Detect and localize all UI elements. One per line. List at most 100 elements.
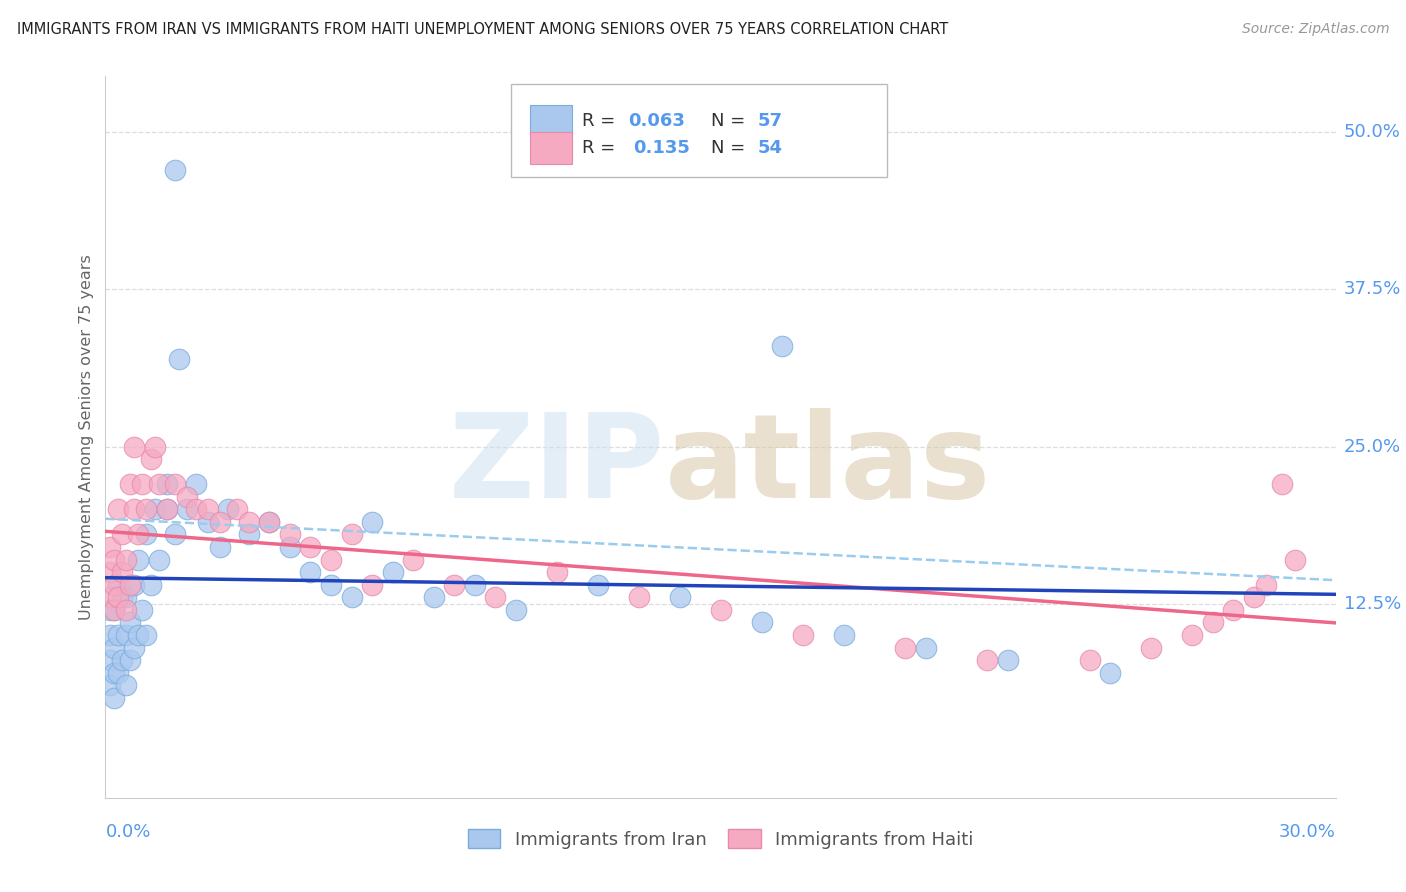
Point	[139, 452, 162, 467]
Point	[127, 552, 149, 566]
Point	[103, 665, 125, 680]
Point	[98, 653, 121, 667]
Point	[143, 440, 166, 454]
Text: 30.0%: 30.0%	[1279, 823, 1336, 841]
Point	[135, 502, 157, 516]
Point	[1202, 615, 1225, 630]
Point	[156, 502, 179, 516]
Point	[131, 477, 153, 491]
Point	[148, 552, 170, 566]
Text: N =: N =	[711, 112, 751, 129]
Point	[361, 515, 384, 529]
Point	[139, 578, 162, 592]
Point	[98, 603, 121, 617]
Point	[627, 591, 650, 605]
Point	[710, 603, 733, 617]
Point	[103, 690, 125, 705]
Text: ZIP: ZIP	[449, 409, 665, 524]
Point	[1222, 603, 1244, 617]
Point	[135, 527, 157, 541]
Point	[111, 527, 134, 541]
Point	[111, 565, 134, 579]
Text: N =: N =	[711, 139, 751, 157]
Point	[340, 591, 363, 605]
Point	[197, 502, 219, 516]
Point	[209, 540, 232, 554]
Point	[107, 578, 129, 592]
Point	[184, 502, 207, 516]
Point	[120, 653, 141, 667]
Point	[751, 615, 773, 630]
Point	[115, 591, 138, 605]
Text: R =: R =	[582, 139, 626, 157]
Y-axis label: Unemployment Among Seniors over 75 years: Unemployment Among Seniors over 75 years	[79, 254, 94, 620]
Point	[914, 640, 936, 655]
Point	[976, 653, 998, 667]
Point	[115, 603, 138, 617]
Point	[103, 640, 125, 655]
Point	[156, 477, 179, 491]
Point	[176, 502, 198, 516]
Point	[1284, 552, 1306, 566]
Text: 12.5%: 12.5%	[1344, 595, 1402, 613]
Point	[176, 490, 198, 504]
Point	[238, 527, 260, 541]
Point	[107, 628, 129, 642]
Point	[443, 578, 465, 592]
Text: 50.0%: 50.0%	[1344, 123, 1400, 141]
FancyBboxPatch shape	[530, 132, 572, 163]
Point	[361, 578, 384, 592]
Point	[103, 603, 125, 617]
Point	[402, 552, 425, 566]
Point	[111, 653, 134, 667]
Point	[115, 628, 138, 642]
Point	[586, 578, 609, 592]
Point	[131, 603, 153, 617]
Point	[484, 591, 506, 605]
Point	[238, 515, 260, 529]
Text: IMMIGRANTS FROM IRAN VS IMMIGRANTS FROM HAITI UNEMPLOYMENT AMONG SENIORS OVER 75: IMMIGRANTS FROM IRAN VS IMMIGRANTS FROM …	[17, 22, 948, 37]
Point	[98, 565, 121, 579]
Point	[1254, 578, 1277, 592]
Point	[299, 540, 322, 554]
Legend: Immigrants from Iran, Immigrants from Haiti: Immigrants from Iran, Immigrants from Ha…	[461, 822, 980, 855]
Point	[169, 351, 191, 366]
FancyBboxPatch shape	[530, 104, 572, 136]
Text: 0.0%: 0.0%	[105, 823, 150, 841]
FancyBboxPatch shape	[512, 85, 887, 177]
Point	[122, 502, 145, 516]
Point	[319, 552, 342, 566]
Text: atlas: atlas	[665, 409, 991, 524]
Point	[98, 678, 121, 692]
Point	[107, 502, 129, 516]
Point	[135, 628, 157, 642]
Point	[1181, 628, 1204, 642]
Text: 54: 54	[758, 139, 783, 157]
Point	[120, 477, 141, 491]
Point	[165, 163, 187, 178]
Point	[127, 527, 149, 541]
Point	[505, 603, 527, 617]
Text: R =: R =	[582, 112, 620, 129]
Text: Source: ZipAtlas.com: Source: ZipAtlas.com	[1241, 22, 1389, 37]
Point	[120, 578, 141, 592]
Point	[1099, 665, 1122, 680]
Point	[1271, 477, 1294, 491]
Point	[122, 578, 145, 592]
Point	[209, 515, 232, 529]
Point	[894, 640, 917, 655]
Point	[107, 665, 129, 680]
Point	[340, 527, 363, 541]
Point	[422, 591, 444, 605]
Point	[792, 628, 814, 642]
Point	[259, 515, 281, 529]
Point	[997, 653, 1019, 667]
Text: 0.063: 0.063	[628, 112, 685, 129]
Point	[98, 540, 121, 554]
Point	[218, 502, 240, 516]
Point	[464, 578, 486, 592]
Point	[122, 440, 145, 454]
Text: 0.135: 0.135	[633, 139, 690, 157]
Point	[546, 565, 568, 579]
Text: 57: 57	[758, 112, 783, 129]
